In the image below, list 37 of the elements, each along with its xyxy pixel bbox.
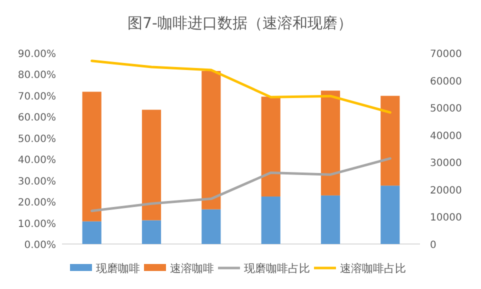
y2-tick-label: 70000 [430,49,462,60]
line-series [90,60,392,114]
bar [82,221,102,244]
bar [202,209,221,244]
y2-tick-label: 10000 [430,212,462,224]
y-tick-label: 70.00% [18,91,56,102]
y-tick-label: 10.00% [18,218,56,230]
bar [261,196,280,244]
y2-tick-label: 60000 [430,76,462,88]
bar [380,96,400,186]
chart-title: 图7-咖啡进口数据（速溶和现磨） [128,14,352,32]
line-series [90,157,392,212]
y2-tick-label: 50000 [430,104,462,115]
bar [261,96,280,197]
legend-label: 现磨咖啡占比 [244,262,310,275]
legend-label: 速溶咖啡占比 [340,262,406,275]
bar [142,220,162,244]
legend-label: 现磨咖啡 [96,262,140,275]
y-tick-label: 40.00% [18,155,56,166]
y2-tick-label: 40000 [430,130,462,142]
bar [202,71,221,210]
bar [142,110,162,220]
bar [380,186,400,244]
y-tick-label: 30.00% [18,176,56,188]
y2-tick-label: 30000 [430,158,462,170]
y-tick-label: 0.00% [24,240,56,251]
y2-tick-label: 0 [430,240,436,251]
bar [82,92,102,222]
bar [320,90,340,196]
y-tick-label: 50.00% [18,134,56,145]
legend-label: 速溶咖啡 [170,262,214,275]
bar [320,195,340,244]
y-tick-label: 60.00% [18,112,56,124]
y-tick-label: 90.00% [18,49,56,60]
y2-tick-label: 20000 [430,185,462,196]
y-tick-label: 20.00% [18,198,56,209]
y-tick-label: 80.00% [18,70,56,82]
